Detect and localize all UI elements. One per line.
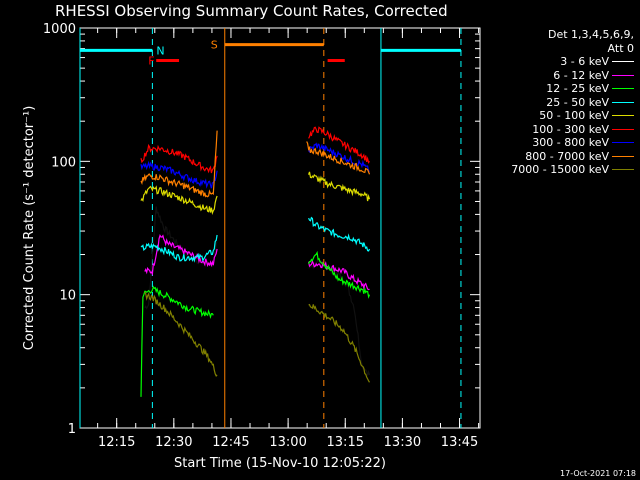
legend-item: 6 - 12 keV	[482, 69, 634, 83]
x-tick-label: 12:15	[98, 435, 135, 450]
series-line	[140, 285, 214, 397]
legend-item: 12 - 25 keV	[482, 82, 634, 96]
series-line	[140, 143, 218, 174]
legend-swatch	[612, 115, 634, 117]
legend-item: 50 - 100 keV	[482, 109, 634, 123]
legend-label: 100 - 300 keV	[532, 122, 609, 136]
legend-title-line-2: Att 0	[607, 41, 634, 55]
series-line	[308, 303, 371, 383]
y-tick-label: 10	[59, 289, 76, 304]
legend-swatch	[612, 155, 634, 157]
y-tick-label: 1	[68, 422, 76, 437]
legend-swatch	[612, 61, 634, 63]
legend-item: 800 - 7000 keV	[482, 150, 634, 164]
legend-label: 25 - 50 keV	[546, 95, 609, 109]
chart-title: RHESSI Observing Summary Count Rates, Co…	[55, 2, 448, 20]
legend-label: 6 - 12 keV	[553, 68, 609, 82]
x-tick-label: 13:30	[384, 435, 421, 450]
flag-label: N	[156, 44, 164, 57]
series-line	[308, 259, 371, 376]
series-line	[144, 233, 218, 277]
legend-title-line-1: Det 1,3,4,5,6,9,	[547, 28, 634, 41]
y-axis-label: Corrected Count Rate (s⁻¹ detector⁻¹)	[22, 106, 37, 351]
legend: Det 1,3,4,5,6,9, Att 0 3 - 6 keV 6 - 12 k…	[482, 28, 634, 177]
series-line	[308, 250, 371, 299]
legend-swatch	[612, 88, 634, 90]
x-tick-label: 12:30	[155, 435, 192, 450]
series-line	[140, 130, 218, 198]
series-line	[308, 259, 370, 291]
series-line	[140, 185, 218, 215]
legend-item: 7000 - 15000 keV	[482, 163, 634, 177]
legend-item: 300 - 800 keV	[482, 136, 634, 150]
legend-label: 3 - 6 keV	[560, 55, 609, 68]
footer-timestamp: 17-Oct-2021 07:18	[560, 469, 636, 478]
plot-frame	[79, 27, 481, 429]
legend-swatch	[612, 142, 634, 144]
legend-label: 7000 - 15000 keV	[511, 163, 609, 176]
series-line	[308, 142, 370, 173]
x-tick-label: 13:45	[441, 435, 478, 450]
legend-item: 25 - 50 keV	[482, 96, 634, 110]
x-tick-label: 13:15	[327, 435, 364, 450]
series-line	[144, 291, 218, 377]
series-line	[140, 160, 218, 189]
flag-label: S	[211, 39, 218, 52]
flag-label: F	[148, 55, 154, 68]
legend-item: 100 - 300 keV	[482, 123, 634, 137]
legend-label: 12 - 25 keV	[546, 82, 609, 95]
series-line	[140, 234, 218, 263]
legend-label: 50 - 100 keV	[539, 109, 609, 122]
x-axis-label: Start Time (15-Nov-10 12:05:22)	[174, 456, 386, 471]
series-line	[306, 141, 371, 175]
y-tick-label: 100	[51, 155, 76, 170]
legend-label: 300 - 800 keV	[532, 136, 609, 149]
series-line	[308, 126, 370, 164]
legend-item: 3 - 6 keV	[482, 55, 634, 69]
x-tick-label: 13:00	[269, 435, 306, 450]
y-tick-label: 1000	[43, 22, 76, 37]
legend-swatch	[612, 169, 634, 171]
legend-label: 800 - 7000 keV	[525, 149, 609, 163]
legend-swatch	[612, 128, 634, 130]
series-line	[308, 216, 371, 252]
series-line	[308, 171, 371, 202]
legend-swatch	[612, 101, 634, 103]
x-tick-label: 12:45	[212, 435, 249, 450]
legend-swatch	[612, 74, 634, 76]
